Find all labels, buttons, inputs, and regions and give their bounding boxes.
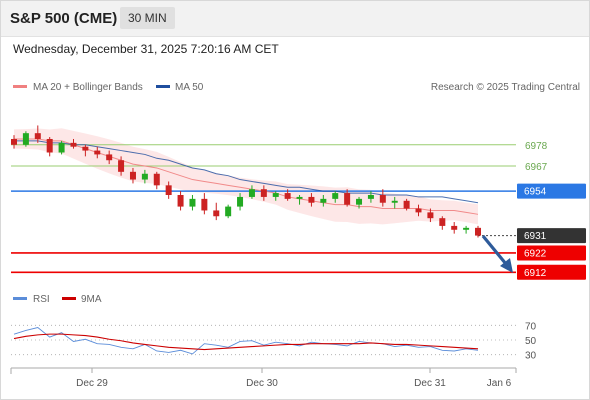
level-label: 6967 [525, 162, 548, 173]
x-tick-label: Dec 31 [414, 378, 446, 389]
candle-body [11, 138, 17, 145]
bollinger-band [14, 128, 478, 225]
instrument-title: S&P 500 (CME) [10, 10, 118, 27]
rsi-ma-legend-label: 9MA [81, 294, 102, 305]
candle-body [427, 212, 434, 219]
candle-body [344, 193, 351, 205]
candle-body [94, 150, 101, 155]
candle-body [106, 154, 113, 161]
timestamp: Wednesday, December 31, 2025 7:20:16 AM … [13, 42, 279, 56]
candle-body [308, 196, 315, 203]
candle-body [451, 225, 458, 230]
research-credit: Research © 2025 Trading Central [431, 82, 580, 93]
level-tag-label: 6912 [524, 268, 547, 279]
candle-body [296, 196, 303, 199]
candle-body [165, 185, 172, 195]
candle-body [356, 198, 363, 205]
candle-body [439, 218, 446, 226]
x-tick-label: Dec 30 [246, 378, 278, 389]
rsi-ma-line [13, 333, 479, 351]
candle-body [379, 195, 386, 203]
level-tag-label: 6931 [524, 231, 547, 242]
rsi-line [13, 327, 479, 355]
candle-body [284, 193, 291, 199]
level-tag [517, 264, 586, 280]
rsi-legend-label: RSI [33, 294, 50, 305]
candle-body [272, 193, 279, 197]
rsi-legend-swatch [13, 297, 27, 300]
level-tag-label: 6922 [524, 248, 547, 259]
forecast-arrow-shaft [481, 234, 508, 266]
interval-button[interactable]: 30 MIN [120, 7, 175, 29]
ma20-legend-label: MA 20 + Bollinger Bands [33, 82, 143, 93]
candle-body [82, 146, 89, 151]
candle-body [248, 189, 255, 197]
candle-body [34, 133, 41, 139]
candle-body [22, 133, 29, 145]
candle-body [260, 189, 267, 197]
candle-body [332, 193, 339, 199]
ma20-legend-swatch [13, 85, 27, 88]
level-tag [517, 228, 586, 244]
candle-body [118, 160, 125, 172]
chart-header: S&P 500 (CME) 30 MIN [0, 0, 590, 37]
ma50-legend-swatch [156, 85, 170, 88]
candle-body [70, 142, 77, 147]
candle-body [463, 227, 470, 230]
candle-body [141, 173, 148, 180]
candle-body [189, 198, 196, 207]
price-chart: 6978 6967 6954 6931 6922 6912 [11, 125, 586, 280]
level-tag-label: 6954 [524, 187, 547, 198]
level-tag [517, 183, 586, 199]
candle-body [391, 200, 398, 203]
level-tag [517, 245, 586, 261]
candle-body [403, 200, 410, 209]
rsi-chart: 70 50 30 [11, 321, 537, 362]
ma50-line [14, 140, 479, 204]
candle-body [415, 208, 422, 213]
rsi-ma-legend-swatch [62, 297, 76, 300]
rsi-tick-label: 50 [525, 336, 537, 347]
candle-body [475, 227, 481, 236]
x-tick-label: Dec 29 [76, 378, 108, 389]
candle-body [320, 198, 327, 203]
x-tick-label: Jan 6 [487, 378, 512, 389]
candle-body [201, 198, 208, 211]
candle-body [225, 206, 232, 217]
candle-body [153, 173, 160, 186]
candle-body [367, 195, 374, 199]
candle-body [129, 171, 136, 180]
candle-body [46, 138, 53, 153]
rsi-tick-label: 30 [525, 351, 537, 362]
candle-body [58, 142, 65, 153]
forecast-arrow-head [500, 258, 513, 273]
candle-body [237, 196, 244, 207]
ma50-legend-label: MA 50 [175, 82, 204, 93]
level-label: 6978 [525, 141, 548, 152]
candle-body [177, 195, 184, 207]
ma20-line [14, 138, 479, 215]
candle-body [213, 210, 220, 217]
rsi-tick-label: 70 [525, 321, 537, 332]
